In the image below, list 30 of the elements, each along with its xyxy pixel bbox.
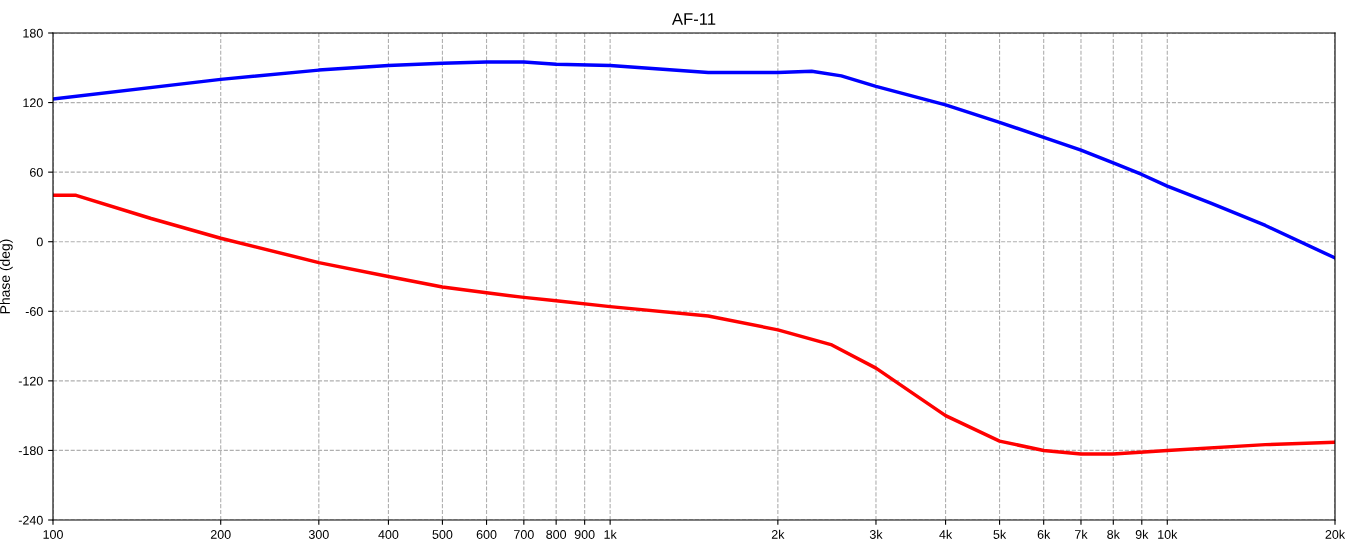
x-tick-label: 700 (514, 530, 534, 539)
x-tick-label: 1k (604, 529, 617, 539)
x-tick-label: 500 (432, 530, 453, 539)
x-tick-label: 600 (476, 530, 497, 539)
y-tick-label: 120 (23, 98, 43, 108)
x-tick-label: 2k (771, 529, 785, 539)
y-tick-label: 0 (36, 237, 43, 247)
x-tick-label: 20k (1325, 529, 1346, 539)
x-tick-label: 200 (210, 530, 231, 539)
x-tick-label: 6k (1037, 529, 1051, 539)
x-tick-label: 300 (308, 530, 329, 539)
x-tick-label: 4k (939, 529, 953, 539)
y-axis-title: Phase (deg) (0, 239, 13, 314)
y-tick-label: -180 (18, 446, 43, 456)
x-tick-label: 5k (993, 529, 1007, 539)
y-tick-label: -60 (25, 307, 43, 316)
y-tick-label: -120 (18, 376, 43, 386)
x-tick-label: 800 (546, 530, 567, 539)
x-tick-label: 400 (378, 530, 399, 539)
y-tick-label: -240 (18, 515, 43, 525)
x-tick-label: 8k (1107, 529, 1120, 539)
x-tick-label: 10k (1158, 529, 1178, 539)
x-tick-label: 7k (1075, 529, 1088, 539)
y-tick-label: 60 (30, 167, 43, 177)
x-tick-label: 9k (1135, 529, 1149, 539)
chart-title: AF-11 (671, 13, 716, 25)
x-tick-label: 100 (43, 530, 63, 539)
y-tick-label: 180 (23, 28, 43, 38)
x-tick-label: 3k (869, 529, 883, 539)
x-tick-label: 900 (574, 530, 595, 539)
